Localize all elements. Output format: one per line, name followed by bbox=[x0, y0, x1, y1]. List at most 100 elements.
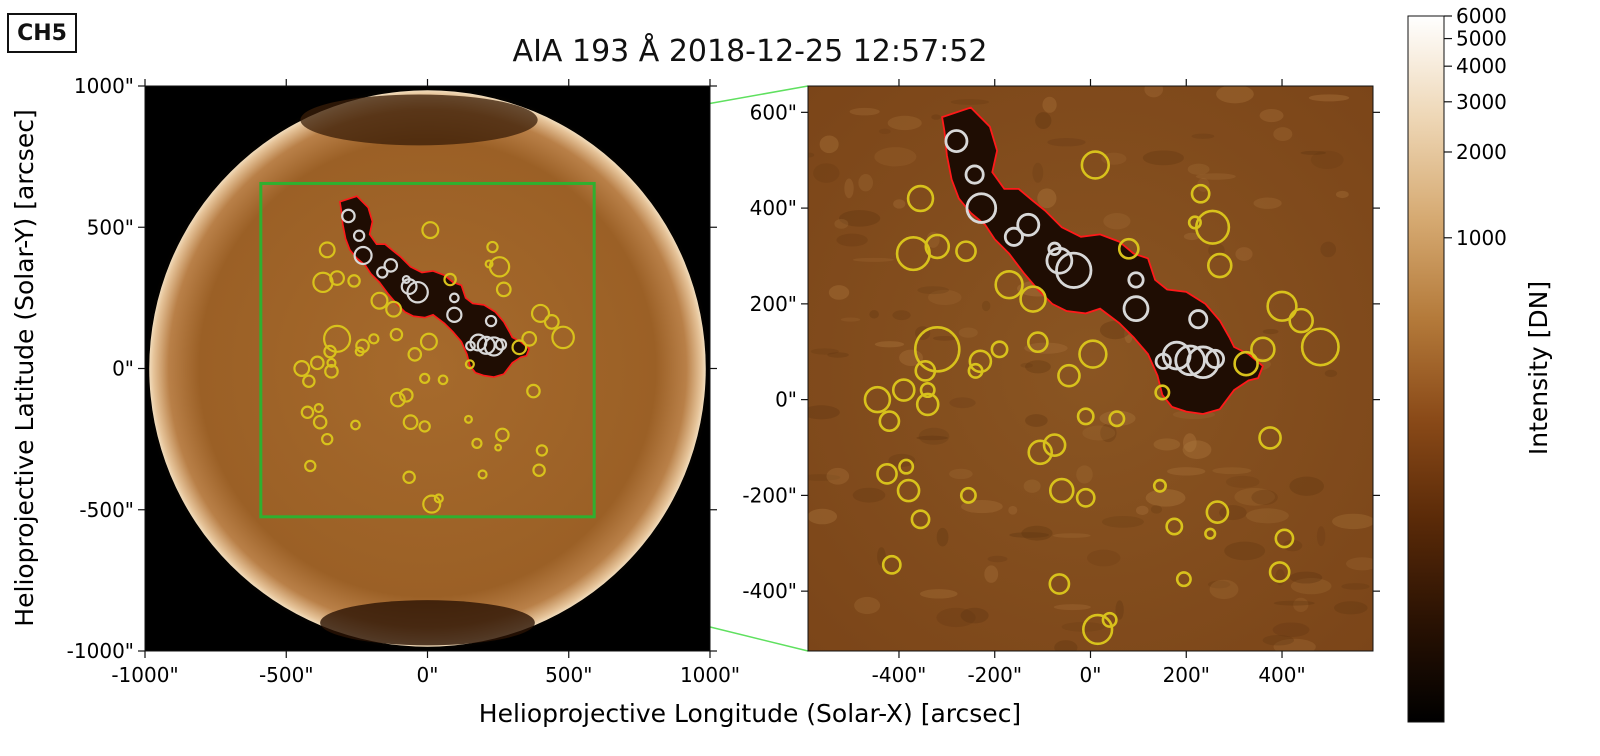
yellow-circle-marker bbox=[1258, 426, 1282, 450]
yellow-circle-marker bbox=[437, 374, 449, 386]
white-circle-marker bbox=[1003, 226, 1024, 247]
texture-blob bbox=[1032, 162, 1044, 183]
texture-blob bbox=[1008, 505, 1018, 515]
white-circle-marker bbox=[446, 306, 463, 323]
colorbar-label: Intensity [DN] bbox=[1524, 281, 1553, 455]
texture-blob bbox=[949, 397, 976, 409]
texture-blob bbox=[1209, 579, 1239, 600]
yellow-circle-marker bbox=[407, 347, 423, 362]
yellow-circle-marker bbox=[313, 402, 324, 414]
yellow-circle-marker bbox=[326, 357, 337, 368]
zoom-axis-ticks: -400" -200" 0" 200" 400" -400" -200" 0" 200" 400"… bbox=[742, 79, 1380, 687]
yellow-circle-marker bbox=[898, 458, 915, 475]
colorbar-tick-label: 3000 bbox=[1456, 90, 1507, 114]
texture-blob bbox=[1225, 475, 1260, 488]
texture-blob bbox=[1115, 600, 1124, 620]
zoom-panel bbox=[808, 86, 1373, 651]
texture-blob bbox=[874, 147, 917, 167]
y-tick-label: -400" bbox=[742, 579, 797, 603]
white-circle-marker bbox=[353, 245, 373, 266]
yellow-circle-marker bbox=[1205, 500, 1230, 524]
texture-blob bbox=[1272, 622, 1310, 638]
texture-blob bbox=[1187, 163, 1210, 175]
yellow-circle-marker bbox=[304, 459, 317, 473]
texture-blob bbox=[1076, 465, 1093, 484]
texture-blob bbox=[1251, 489, 1278, 505]
texture-blob bbox=[878, 128, 891, 135]
yellow-circle-marker bbox=[495, 281, 512, 298]
yellow-circle-marker bbox=[1019, 285, 1047, 313]
colorbar bbox=[1407, 15, 1445, 723]
left-axis-ticks: -1000" -500" 0" 500" 1000" -1000" -500" 0" 500" 1… bbox=[67, 74, 740, 687]
texture-blob bbox=[1099, 410, 1136, 426]
texture-blob bbox=[1275, 569, 1286, 586]
yellow-circle-marker bbox=[1078, 339, 1108, 369]
x-tick-label: 400" bbox=[1258, 663, 1305, 687]
texture-blob bbox=[834, 218, 849, 229]
yellow-circle-marker bbox=[521, 330, 538, 347]
texture-blob bbox=[1253, 197, 1282, 209]
texture-blob bbox=[1135, 505, 1149, 516]
yellow-circle-marker bbox=[1233, 350, 1259, 377]
x-tick-label: 500" bbox=[545, 663, 592, 687]
yellow-circle-marker bbox=[959, 486, 977, 504]
yellow-circle-marker bbox=[1027, 439, 1054, 466]
texture-blob bbox=[1023, 479, 1041, 493]
yellow-circle-marker bbox=[463, 414, 473, 424]
texture-blob bbox=[1183, 232, 1200, 241]
white-circle-marker bbox=[1174, 344, 1206, 377]
yellow-circle-marker bbox=[863, 385, 892, 414]
texture-blob bbox=[858, 174, 874, 192]
texture-blob bbox=[1333, 601, 1368, 615]
yellow-circle-marker bbox=[915, 392, 940, 417]
texture-blob bbox=[1021, 525, 1053, 541]
yellow-circle-marker bbox=[1175, 571, 1192, 588]
white-circle-marker bbox=[1016, 212, 1041, 237]
yellow-circle-marker bbox=[881, 554, 902, 575]
texture-blob bbox=[1234, 487, 1276, 506]
yellow-circle-marker bbox=[1117, 237, 1140, 260]
texture-blob bbox=[1191, 133, 1215, 139]
yellow-circle-marker bbox=[1288, 307, 1314, 334]
texture-blob bbox=[887, 115, 922, 131]
texture-blob bbox=[1308, 94, 1350, 102]
texture-blob bbox=[981, 300, 991, 312]
yellow-circle-marker bbox=[967, 362, 984, 379]
texture-blob bbox=[1150, 505, 1163, 514]
yellow-circle-marker bbox=[1152, 478, 1167, 493]
yellow-circle-marker bbox=[1042, 433, 1067, 457]
texture-blob bbox=[1047, 138, 1086, 147]
x-tick-label: -500" bbox=[259, 663, 314, 687]
full-disk-panel bbox=[145, 86, 710, 651]
x-tick-label: 0" bbox=[417, 663, 439, 687]
yellow-circle-marker bbox=[1204, 527, 1217, 540]
yellow-circle-marker bbox=[1187, 215, 1202, 230]
texture-blob bbox=[1346, 557, 1373, 571]
texture-blob bbox=[1103, 212, 1131, 230]
texture-blob bbox=[892, 310, 911, 321]
texture-blob bbox=[958, 327, 978, 338]
texture-blob bbox=[1144, 86, 1164, 98]
yellow-circle-marker bbox=[876, 462, 898, 485]
yellow-circle-marker bbox=[471, 437, 483, 449]
texture-blob bbox=[1037, 188, 1057, 209]
texture-blob bbox=[1042, 96, 1057, 113]
texture-blob bbox=[916, 435, 949, 441]
yellow-circle-marker bbox=[321, 432, 334, 446]
yellow-circle-marker bbox=[895, 236, 931, 272]
texture-blob bbox=[987, 555, 1008, 563]
white-circle-marker bbox=[484, 314, 498, 328]
yellow-circle-marker bbox=[495, 427, 510, 443]
texture-blob bbox=[1009, 532, 1049, 538]
yellow-circle-marker bbox=[1101, 611, 1118, 628]
white-circle-marker bbox=[400, 278, 418, 296]
yellow-circle-marker bbox=[1108, 410, 1126, 428]
yellow-circle-marker bbox=[1076, 407, 1095, 426]
texture-blob bbox=[836, 233, 868, 247]
yellow-circle-marker bbox=[968, 349, 993, 374]
yellow-circle-marker bbox=[511, 339, 528, 356]
yellow-circle-marker bbox=[1268, 561, 1291, 583]
texture-blob bbox=[854, 596, 881, 615]
white-circle-marker bbox=[1127, 271, 1145, 289]
